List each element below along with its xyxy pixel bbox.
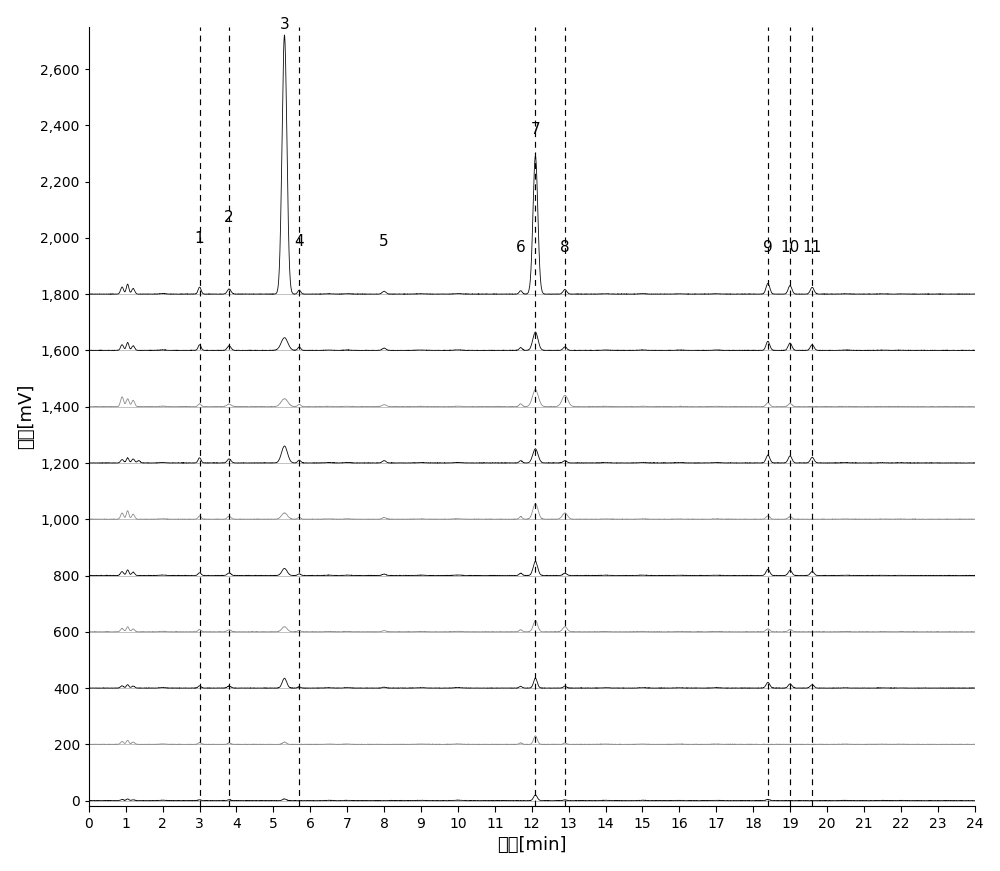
X-axis label: 时间[min]: 时间[min] (497, 836, 566, 854)
Text: 8: 8 (560, 240, 570, 255)
Text: 3: 3 (280, 17, 289, 32)
Y-axis label: 信号[mV]: 信号[mV] (17, 384, 35, 449)
Text: 11: 11 (803, 240, 822, 255)
Text: 1: 1 (195, 232, 204, 246)
Text: 2: 2 (224, 210, 234, 226)
Text: 10: 10 (780, 240, 800, 255)
Text: 5: 5 (379, 234, 389, 249)
Text: 7: 7 (531, 122, 540, 137)
Text: 6: 6 (516, 240, 526, 255)
Text: 9: 9 (763, 240, 773, 255)
Text: 4: 4 (294, 234, 304, 249)
